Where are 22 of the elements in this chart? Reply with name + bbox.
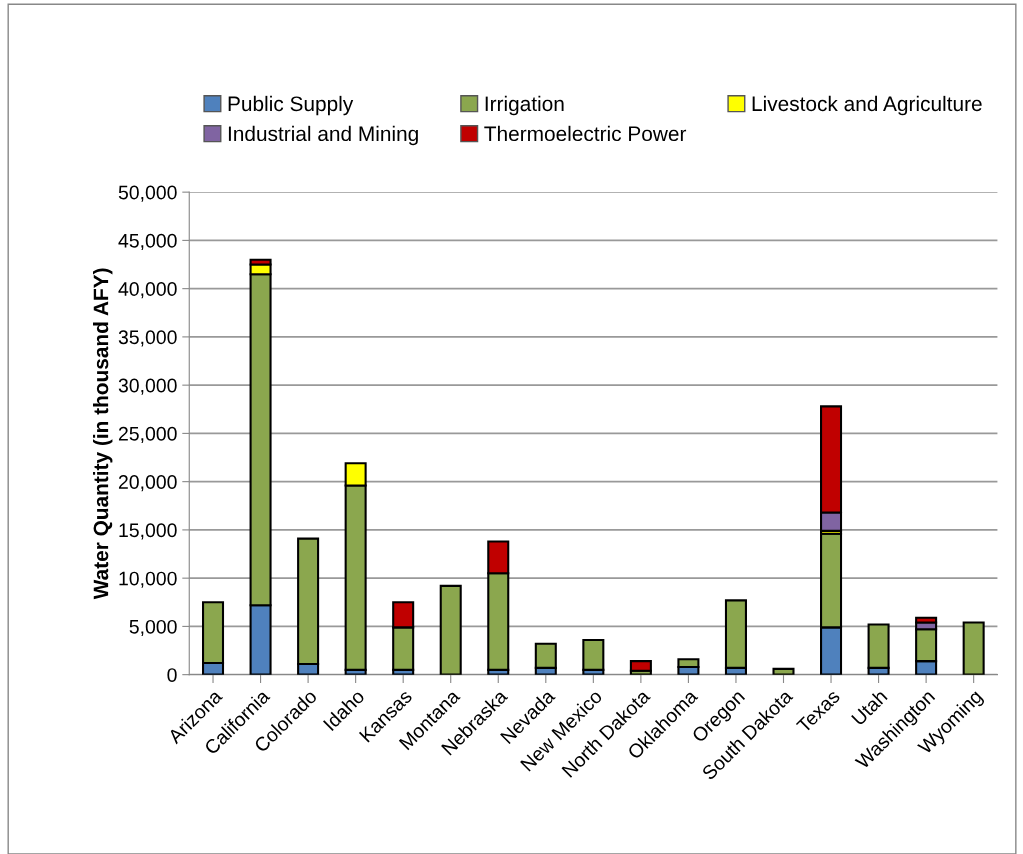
bar [772, 667, 795, 675]
y-tick-label: 30,000 [118, 378, 177, 395]
y-tick-label: 5,000 [129, 619, 177, 636]
bar [962, 621, 985, 675]
y-tick-label: 50,000 [118, 185, 177, 202]
legend-label: Irrigation [485, 95, 564, 116]
bar [439, 584, 462, 675]
legend-label: Industrial and Mining [228, 125, 418, 146]
y-tick-label: 45,000 [118, 233, 177, 250]
legend-label: Livestock and Agriculture [752, 95, 982, 116]
y-tick-label: 25,000 [118, 426, 177, 443]
legend-label: Public Supply [228, 95, 354, 116]
y-tick-label: 15,000 [119, 523, 177, 540]
bar [629, 660, 652, 672]
y-tick-label: 20,000 [118, 475, 177, 492]
y-tick-label: 10,000 [119, 571, 177, 588]
y-tick-label: 35,000 [118, 330, 177, 347]
bar [582, 638, 605, 671]
y-axis-title: Water Quantity (in thousand AFY) [93, 268, 113, 600]
y-tick-label: 0 [167, 668, 177, 682]
y-tick-label: 40,000 [118, 282, 177, 299]
legend-label: Thermoelectric Power [484, 125, 687, 142]
